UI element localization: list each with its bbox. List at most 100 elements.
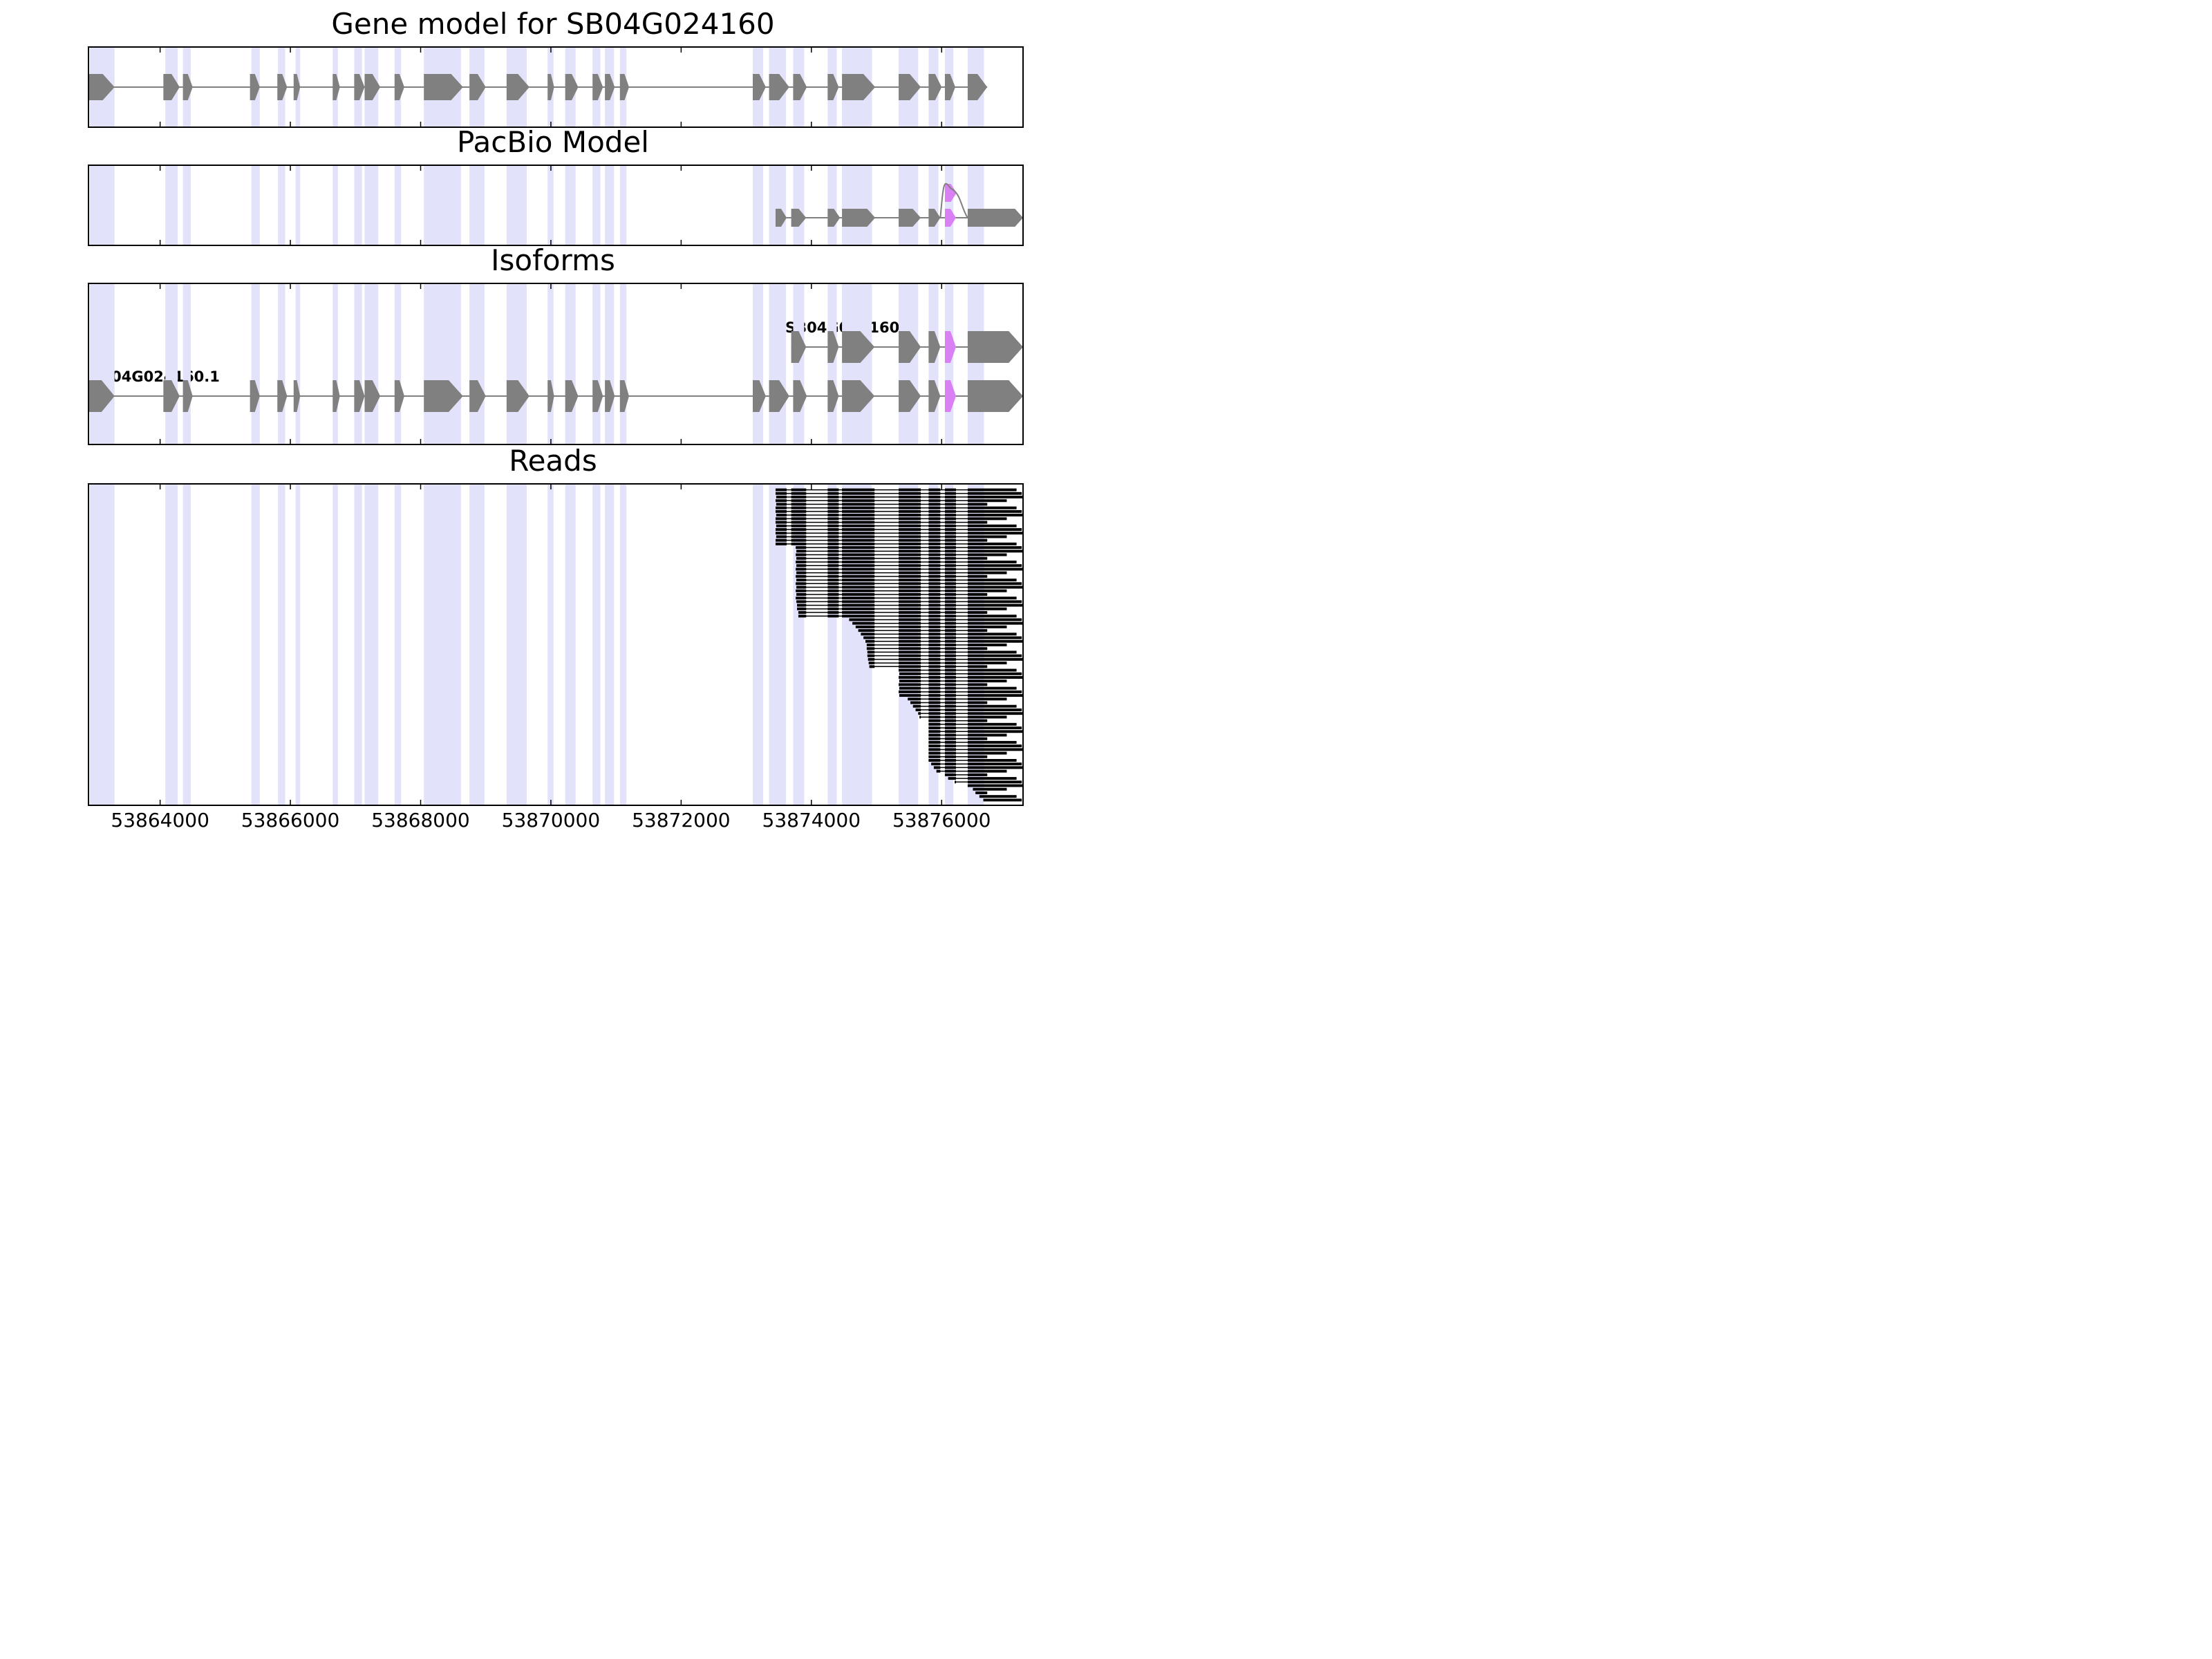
read-block [928, 546, 941, 550]
read-block [967, 715, 1007, 719]
read-block [944, 496, 956, 499]
read-block [967, 762, 1022, 766]
exon [619, 74, 629, 100]
read-block [944, 712, 956, 715]
read-block [944, 733, 956, 737]
read-block [915, 708, 921, 711]
read-block [967, 532, 1023, 535]
read-block [928, 582, 941, 585]
read-block [967, 553, 1007, 556]
read-block [865, 639, 875, 643]
exon-shade-region [354, 484, 362, 805]
read-block [842, 603, 875, 607]
read-block [796, 579, 807, 582]
read-block [944, 521, 956, 524]
read-block [910, 701, 921, 704]
exon [967, 380, 1023, 412]
read-block [967, 719, 988, 722]
read-block [827, 556, 839, 560]
read-block [928, 556, 941, 560]
exon-shade-region [565, 484, 576, 805]
exon [354, 380, 365, 412]
read-block [827, 589, 839, 592]
read-block [928, 564, 941, 568]
read-block [899, 582, 921, 585]
read-block [827, 491, 839, 495]
read-block [944, 517, 956, 521]
read-block [842, 607, 875, 610]
read-block [944, 654, 956, 657]
read-block [944, 675, 956, 679]
read-block [842, 592, 875, 596]
exon [753, 74, 766, 100]
read-block [899, 636, 921, 639]
read-block [899, 589, 921, 592]
read-block [842, 517, 875, 521]
read-block [944, 499, 956, 503]
read-block [842, 524, 875, 527]
read-block [827, 571, 839, 574]
exon-shade-region [619, 165, 627, 245]
exon [469, 380, 486, 412]
exon [605, 74, 615, 100]
read-block [967, 506, 1017, 509]
read-block [827, 597, 839, 600]
read-block [855, 625, 875, 628]
exon-shade-region [967, 283, 984, 444]
read-block [928, 568, 941, 571]
read-block [775, 491, 787, 495]
read-block [944, 560, 956, 563]
read-block [944, 579, 956, 582]
exon-shade-region [364, 283, 379, 444]
exon [592, 380, 603, 412]
read-block [967, 679, 1007, 683]
read-block [944, 755, 956, 758]
read-block [944, 538, 956, 542]
read-block [791, 509, 807, 513]
read-block [928, 571, 941, 574]
read-block [899, 654, 921, 657]
read-block [842, 488, 875, 491]
read-block [797, 607, 807, 610]
read-block [842, 611, 875, 615]
read-block [899, 509, 921, 513]
read-block [796, 589, 807, 592]
read-block [967, 611, 988, 615]
read-block [967, 733, 1007, 737]
read-block [928, 751, 941, 755]
read-block [928, 629, 941, 632]
read-block [967, 759, 1017, 762]
read-block [967, 701, 988, 704]
read-block [967, 740, 1017, 744]
read-block [944, 704, 956, 708]
read-block [791, 499, 807, 503]
read-block [944, 618, 956, 621]
read-block [791, 503, 807, 506]
exon [753, 380, 766, 412]
read-block [967, 491, 1022, 495]
exon [827, 380, 839, 412]
read-block [899, 694, 921, 697]
exon-shade-region [182, 484, 191, 805]
read-block [944, 701, 956, 704]
exon-shade-region [469, 283, 485, 444]
read-block [944, 769, 956, 773]
read-block [967, 560, 1017, 563]
read-block [827, 553, 839, 556]
read-block [899, 618, 921, 621]
alternative-exon [944, 209, 956, 227]
read-block [863, 636, 875, 639]
read-block [899, 491, 921, 495]
read-block [775, 506, 787, 509]
exon-shade-region [753, 283, 764, 444]
exon [332, 74, 340, 100]
read-block [967, 744, 1022, 748]
read-block [967, 582, 1022, 585]
read-block [899, 639, 921, 643]
exon-shade-region [394, 283, 402, 444]
exon-shade-region [967, 165, 984, 245]
read-block [973, 787, 1007, 791]
read-block [827, 615, 839, 618]
read-block [775, 528, 787, 531]
read-block [827, 603, 839, 607]
